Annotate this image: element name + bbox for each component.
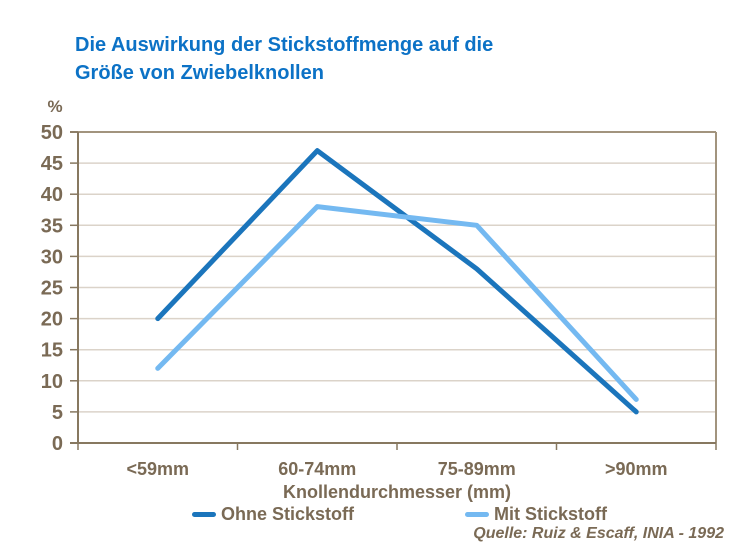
y-tick-label: 15 — [41, 340, 63, 362]
series-line-ohne-stickstoff — [155, 148, 639, 415]
y-tick-label: 35 — [41, 215, 63, 237]
category-label: <59mm — [126, 459, 189, 479]
legend-item-ohne-stickstoff: Ohne Stickstoff — [192, 503, 354, 525]
category-label: >90mm — [605, 459, 668, 479]
legend-item-mit-stickstoff: Mit Stickstoff — [465, 503, 607, 525]
chart-legend: Ohne Stickstoff Mit Stickstoff — [0, 503, 730, 525]
y-axis-unit-label: % — [47, 97, 63, 116]
y-tick-label: 30 — [41, 246, 63, 268]
legend-line-swatch-ohne-stickstoff — [192, 511, 216, 517]
legend-label-mit-stickstoff: Mit Stickstoff — [494, 503, 608, 524]
source-citation: Quelle: Ruiz & Escaff, INIA - 1992 — [473, 525, 724, 542]
y-tick-label: 0 — [52, 433, 63, 455]
legend-label-ohne-stickstoff: Ohne Stickstoff — [221, 503, 355, 524]
y-tick-label: 20 — [41, 309, 63, 331]
y-tick-label: 25 — [41, 278, 63, 300]
chart-title: Die Auswirkung der Stickstoffmenge auf d… — [75, 34, 494, 84]
y-tick-label: 40 — [41, 184, 63, 206]
category-label: 60-74mm — [278, 459, 356, 479]
y-tick-label: 50 — [41, 122, 63, 144]
series-line-mit-stickstoff — [155, 204, 639, 402]
y-tick-label: 10 — [41, 371, 63, 393]
y-tick-label: 5 — [52, 402, 63, 424]
x-axis-title: Knollendurchmesser (mm) — [282, 482, 512, 502]
y-tick-label: 45 — [41, 153, 63, 175]
category-label: 75-89mm — [438, 459, 516, 479]
legend-line-swatch-mit-stickstoff — [465, 511, 489, 517]
